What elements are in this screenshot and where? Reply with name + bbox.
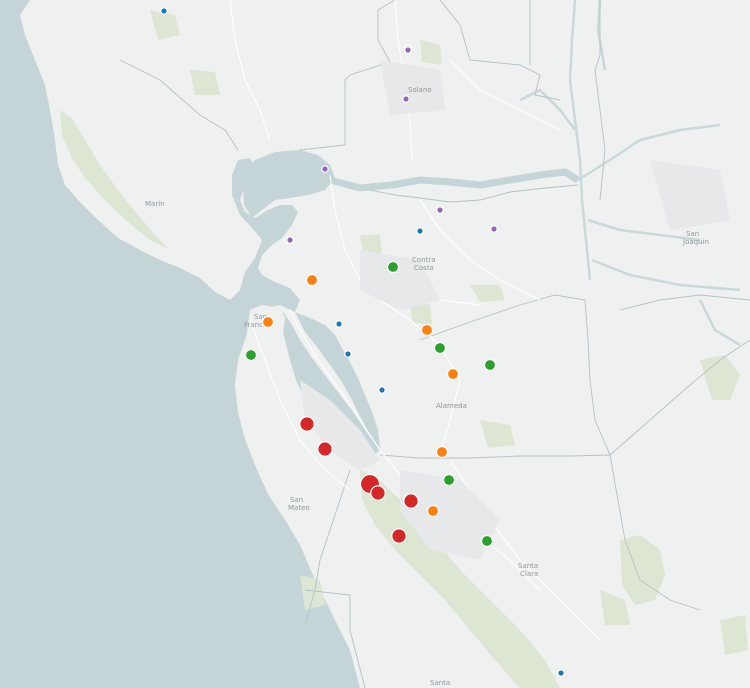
park-areas xyxy=(150,10,748,688)
label-san-mateo-2: Mateo xyxy=(288,504,310,512)
label-san-francisco-1: San xyxy=(254,313,267,321)
urban-areas xyxy=(300,60,730,560)
label-santa-clara-2: Clara xyxy=(520,570,538,578)
pacific-ocean-south xyxy=(0,300,358,688)
map-point[interactable] xyxy=(370,485,386,501)
label-san-joaquin-2: Joaquin xyxy=(682,238,709,246)
label-solano: Solano xyxy=(408,86,432,94)
map-point[interactable] xyxy=(386,260,400,274)
map-point[interactable] xyxy=(416,227,424,235)
map-point[interactable] xyxy=(305,273,319,287)
map-point[interactable] xyxy=(490,225,498,233)
label-marin: Marin xyxy=(145,200,165,208)
san-francisco-bay xyxy=(280,312,380,455)
suisun-bay xyxy=(329,168,580,192)
map-labels: Solano Marin Contra Costa San Joaquin Sa… xyxy=(145,86,709,687)
map-point[interactable] xyxy=(404,46,412,54)
map-point[interactable] xyxy=(317,441,333,457)
label-alameda: Alameda xyxy=(436,402,467,410)
map-point[interactable] xyxy=(436,206,444,214)
delta-channels xyxy=(519,0,741,347)
san-pablo-bay xyxy=(242,150,335,218)
label-costa: Costa xyxy=(414,264,434,272)
map-point[interactable] xyxy=(261,315,275,329)
map-point[interactable] xyxy=(433,341,447,355)
map-points[interactable] xyxy=(160,7,565,677)
map-point[interactable] xyxy=(378,386,386,394)
map-point[interactable] xyxy=(160,7,168,15)
label-contra: Contra xyxy=(412,256,436,264)
map-point[interactable] xyxy=(446,367,460,381)
county-boundaries xyxy=(119,0,750,688)
map-point[interactable] xyxy=(420,323,434,337)
map-point[interactable] xyxy=(286,236,294,244)
map-point[interactable] xyxy=(344,350,352,358)
map-point[interactable] xyxy=(557,669,565,677)
label-san-mateo-1: San xyxy=(290,496,303,504)
map-point[interactable] xyxy=(299,416,315,432)
map-point[interactable] xyxy=(321,165,329,173)
label-santa-clara-1: Santa xyxy=(518,562,538,570)
label-santa-cruz: Santa xyxy=(430,679,450,687)
map-point[interactable] xyxy=(391,528,407,544)
label-san-francisco-2: Franc xyxy=(244,321,263,329)
map-point[interactable] xyxy=(426,504,440,518)
map-point[interactable] xyxy=(403,493,419,509)
map-point[interactable] xyxy=(402,95,410,103)
map-point[interactable] xyxy=(335,320,343,328)
map-point[interactable] xyxy=(244,348,258,362)
map-point[interactable] xyxy=(483,358,497,372)
map-point[interactable] xyxy=(442,473,456,487)
map-point[interactable] xyxy=(435,445,449,459)
label-san-joaquin-1: San xyxy=(686,230,699,238)
map-point[interactable] xyxy=(480,534,494,548)
east-bay-shore xyxy=(295,312,380,448)
point-reyes-park xyxy=(60,110,170,250)
